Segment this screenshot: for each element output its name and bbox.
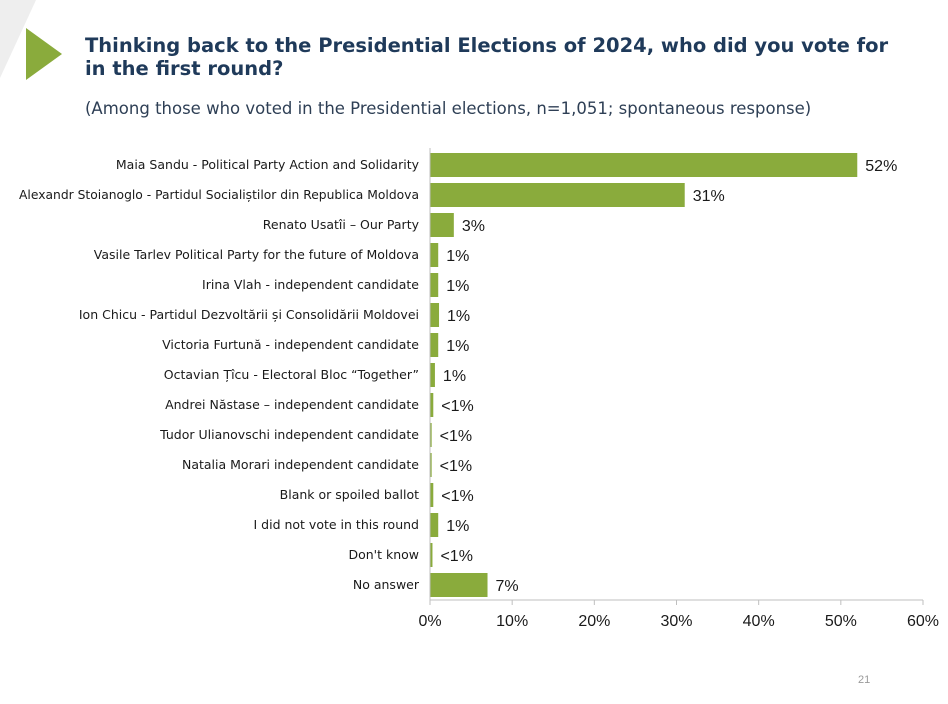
x-tick-label: 60% xyxy=(907,613,939,630)
data-label: 1% xyxy=(446,248,469,265)
bar xyxy=(430,573,488,597)
data-label: <1% xyxy=(441,398,473,415)
x-tick-label: 20% xyxy=(578,613,610,630)
data-label: 1% xyxy=(447,308,470,325)
category-label: Natalia Morari independent candidate xyxy=(182,457,419,472)
page-number: 21 xyxy=(858,674,871,686)
bar xyxy=(430,363,435,387)
category-label: Blank or spoiled ballot xyxy=(280,487,419,502)
bar xyxy=(430,513,439,537)
data-label: 52% xyxy=(865,158,897,175)
data-label: <1% xyxy=(440,548,472,565)
x-tick-label: 0% xyxy=(418,613,441,630)
slide-subtitle: (Among those who voted in the Presidenti… xyxy=(85,99,812,118)
bar xyxy=(430,333,439,357)
corner-gray-shape xyxy=(0,0,36,78)
slide-title: Thinking back to the Presidential Electi… xyxy=(85,34,889,80)
data-label: 3% xyxy=(462,218,485,235)
bar xyxy=(430,303,440,327)
data-label: 1% xyxy=(446,338,469,355)
x-tick-label: 50% xyxy=(825,613,857,630)
category-label: Tudor Ulianovschi independent candidate xyxy=(159,427,419,442)
data-label: 1% xyxy=(443,368,466,385)
bar xyxy=(430,393,434,417)
category-label: Irina Vlah - independent candidate xyxy=(202,277,419,292)
bar xyxy=(430,243,439,267)
bar xyxy=(430,453,432,477)
category-label: Maia Sandu - Political Party Action and … xyxy=(116,157,420,172)
data-label: 7% xyxy=(496,578,519,595)
category-label: Don't know xyxy=(348,547,419,562)
data-label: 1% xyxy=(446,518,469,535)
data-label: 1% xyxy=(446,278,469,295)
x-tick-label: 10% xyxy=(496,613,528,630)
category-label: Renato Usatîi – Our Party xyxy=(263,217,420,232)
data-label: <1% xyxy=(440,458,472,475)
bar xyxy=(430,543,433,567)
data-label: <1% xyxy=(440,428,472,445)
category-label: Victoria Furtună - independent candidate xyxy=(162,337,419,352)
category-label: Octavian Țîcu - Electoral Bloc “Together… xyxy=(164,367,419,382)
category-label: I did not vote in this round xyxy=(254,517,419,532)
bar xyxy=(430,273,439,297)
x-tick-label: 30% xyxy=(660,613,692,630)
category-label: Ion Chicu - Partidul Dezvoltării și Cons… xyxy=(79,307,419,322)
data-label: <1% xyxy=(441,488,473,505)
data-label: 31% xyxy=(693,188,725,205)
play-triangle-icon xyxy=(26,28,62,80)
category-label: Andrei Năstase – independent candidate xyxy=(165,397,419,412)
category-label: Alexandr Stoianoglo - Partidul Socialișt… xyxy=(19,187,419,202)
bar xyxy=(430,153,858,177)
bar xyxy=(430,483,434,507)
category-label: Vasile Tarlev Political Party for the fu… xyxy=(94,247,419,262)
category-label: No answer xyxy=(353,577,420,592)
bar xyxy=(430,423,432,447)
corner-decoration xyxy=(0,0,62,80)
bar xyxy=(430,183,685,207)
x-tick-label: 40% xyxy=(743,613,775,630)
bar xyxy=(430,213,454,237)
